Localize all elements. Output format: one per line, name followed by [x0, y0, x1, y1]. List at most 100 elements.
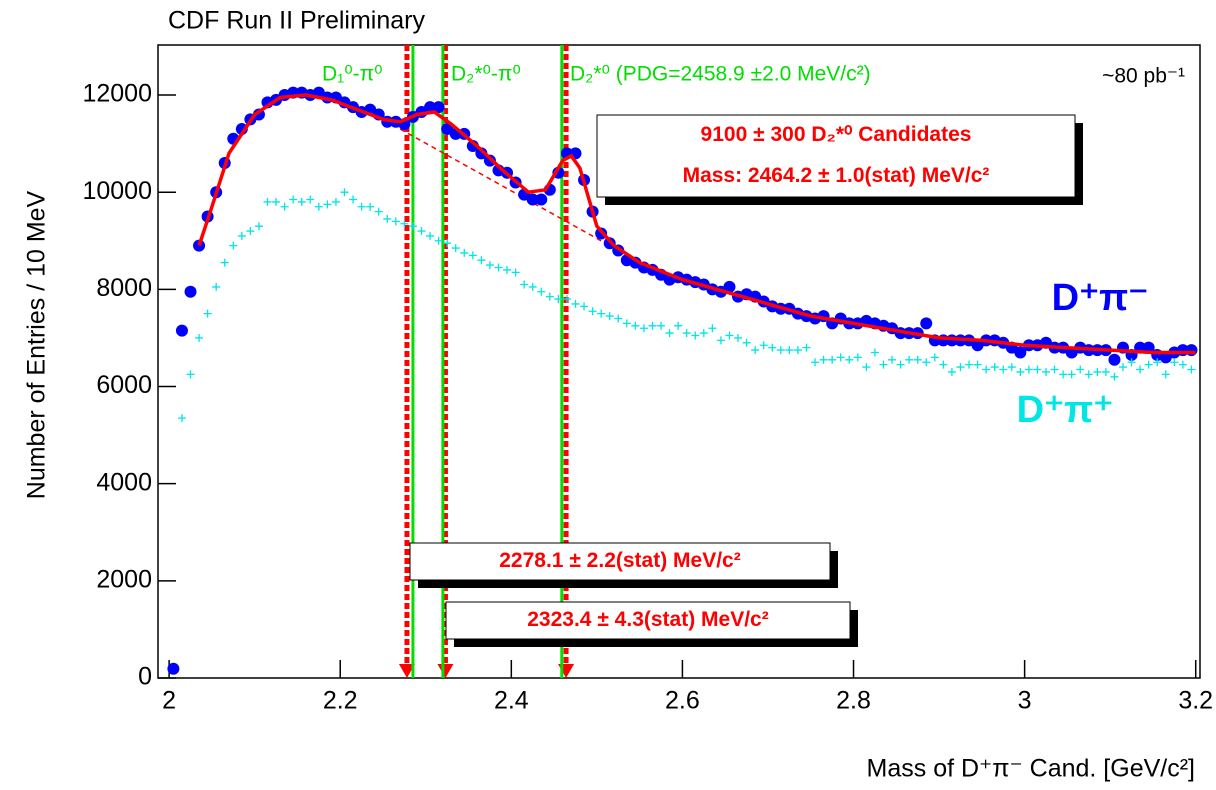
data-point [639, 324, 648, 333]
data-point [605, 312, 614, 321]
data-point [184, 285, 197, 298]
data-point [511, 268, 520, 277]
data-point [956, 363, 965, 372]
data-point [424, 101, 437, 114]
luminosity: ~80 pb⁻¹ [1102, 65, 1185, 88]
data-point [990, 363, 999, 372]
data-point [193, 239, 206, 252]
data-point [648, 321, 657, 330]
series-label: D⁺π⁻ [1052, 277, 1149, 319]
data-point [314, 202, 323, 211]
y-axis-label: Number of Entries / 10 MeV [23, 190, 51, 499]
data-point [1093, 367, 1102, 376]
data-point [793, 346, 802, 355]
data-point [819, 355, 828, 364]
data-point [614, 314, 623, 323]
data-point [562, 295, 571, 304]
data-point [1127, 358, 1136, 367]
data-point [323, 200, 332, 209]
data-point [776, 346, 785, 355]
data-point [1076, 365, 1085, 374]
data-point [272, 197, 281, 206]
plot-frame [157, 44, 1201, 679]
data-point [426, 231, 435, 240]
data-point [734, 333, 743, 342]
data-point [699, 329, 708, 338]
annotation-box [445, 601, 851, 640]
annotation-text: 2278.1 ± 2.2(stat) MeV/c² [499, 549, 740, 572]
data-point [879, 360, 888, 369]
data-point [528, 282, 537, 291]
data-point [175, 324, 188, 337]
y-tick-label: 8000 [96, 274, 152, 302]
data-point [742, 338, 751, 347]
data-point [751, 346, 760, 355]
line-label: D₂*⁰ (PDG=2458.9 ±2.0 MeV/c²) [570, 63, 871, 86]
data-point [580, 302, 589, 311]
data-point [1110, 372, 1119, 381]
data-point [374, 207, 383, 216]
data-point [725, 331, 734, 340]
data-point [331, 197, 340, 206]
data-point [451, 244, 460, 253]
data-point [246, 227, 255, 236]
data-point [1033, 365, 1042, 374]
data-point [254, 222, 263, 231]
data-point [443, 239, 452, 248]
data-point [485, 261, 494, 270]
data-point [340, 188, 349, 197]
annotation-text: 9100 ± 300 D₂*⁰ Candidates [701, 123, 972, 146]
data-point [186, 370, 195, 379]
x-tick-label: 3.2 [1178, 687, 1213, 715]
x-tick-label: 2.8 [836, 687, 871, 715]
y-tick-label: 0 [138, 663, 152, 691]
data-point [631, 321, 640, 330]
data-point [930, 353, 939, 362]
data-point [939, 360, 948, 369]
data-point [896, 360, 905, 369]
x-tick-label: 3 [1018, 687, 1032, 715]
annotation-box [596, 114, 1076, 198]
data-point [922, 358, 931, 367]
data-point [468, 251, 477, 260]
data-point [768, 343, 777, 352]
data-point [682, 329, 691, 338]
data-point [408, 222, 417, 231]
annotation-box [409, 542, 831, 581]
x-tick-label: 2.2 [323, 687, 358, 715]
data-point [1144, 360, 1153, 369]
fit-curve [197, 93, 1196, 355]
data-point [400, 219, 409, 228]
line-label: D₁⁰-π⁰ [322, 63, 383, 86]
data-point [432, 101, 445, 114]
data-point [674, 321, 683, 330]
data-point [1050, 365, 1059, 374]
data-point [1136, 365, 1145, 374]
data-point [853, 353, 862, 362]
data-point [597, 309, 606, 318]
data-point [845, 355, 854, 364]
data-point [571, 299, 580, 308]
data-point [417, 227, 426, 236]
data-point [220, 258, 229, 267]
data-point [177, 414, 186, 423]
data-point [280, 202, 289, 211]
data-point [905, 355, 914, 364]
data-point [888, 355, 897, 364]
y-tick-label: 10000 [82, 177, 152, 205]
data-point [1042, 367, 1051, 376]
data-point [195, 333, 204, 342]
line-label: D₂*⁰-π⁰ [451, 63, 521, 86]
data-point [1161, 370, 1170, 379]
y-tick-label: 12000 [82, 80, 152, 108]
data-point [357, 202, 366, 211]
data-point [203, 309, 212, 318]
x-axis-label: Mass of D⁺π⁻ Cand. [GeV/c²] [867, 755, 1195, 783]
data-point [691, 331, 700, 340]
data-point [1178, 360, 1187, 369]
data-point [263, 197, 272, 206]
data-point [537, 287, 546, 296]
data-point [999, 365, 1008, 374]
series-label: D⁺π⁺ [1017, 389, 1114, 431]
data-point [862, 363, 871, 372]
